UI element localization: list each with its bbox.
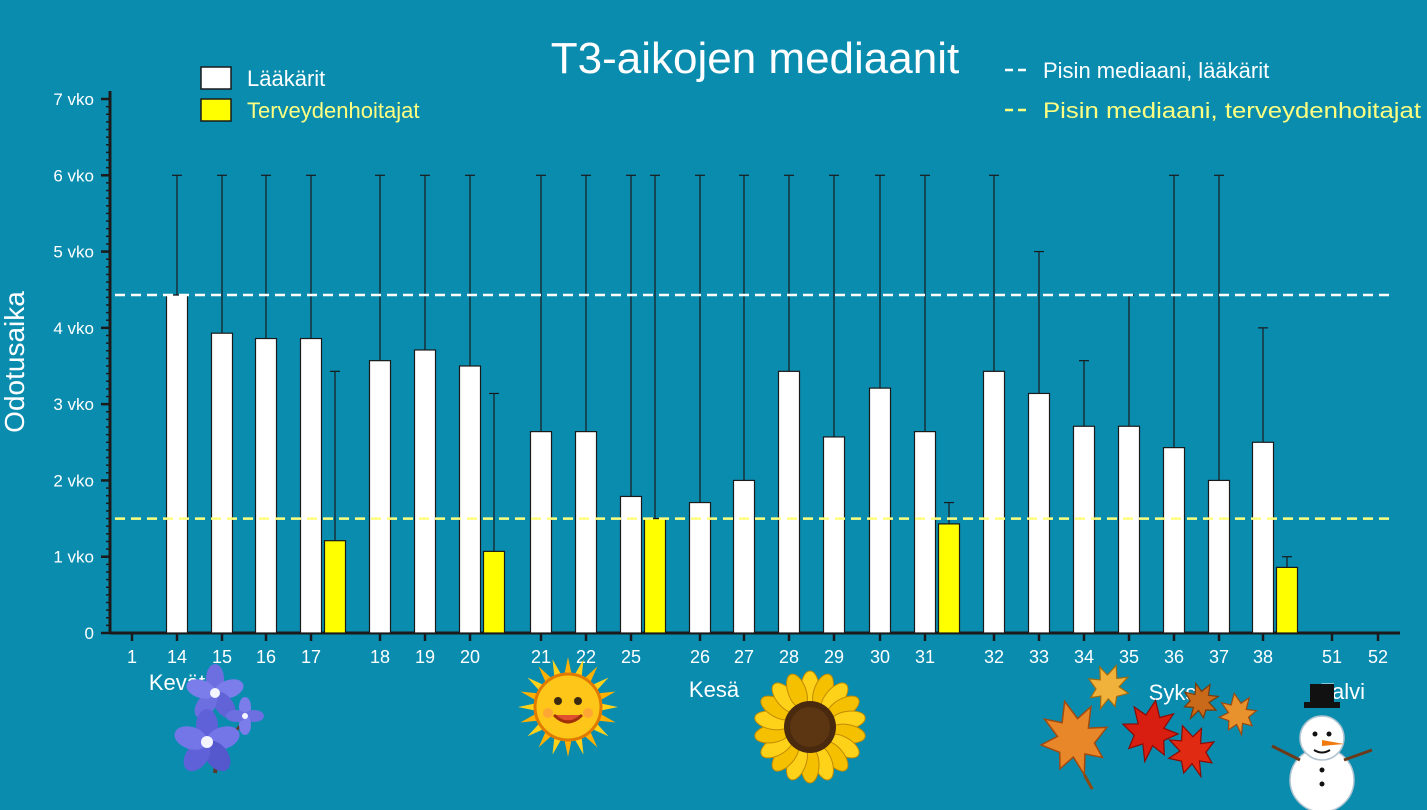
- y-tick-label: 2 vko: [53, 471, 94, 490]
- legend: Lääkärit Terveydenhoitajat: [200, 66, 419, 123]
- bar-doctors-week-37: [1207, 479, 1231, 634]
- bar-doctors-week-33: [1027, 392, 1051, 634]
- legend-swatch-nurses: [200, 98, 232, 122]
- axis-ticks: 0 1 vko 2 vko 3 vko 4 vko 5 vko 6 vko 7 vko 1 14 1…: [53, 90, 1388, 667]
- x-tick-label: 36: [1164, 647, 1184, 667]
- reference-legend-label-nurses: Pisin mediaani, terveydenhoitajat: [1043, 98, 1421, 123]
- x-tick-label: 29: [824, 647, 844, 667]
- x-tick-label: 32: [984, 647, 1004, 667]
- bar-nurses-week-20: [482, 550, 506, 634]
- x-tick-label: 19: [415, 647, 435, 667]
- sunflower-icon: [754, 670, 866, 784]
- x-tick-label: 37: [1209, 647, 1229, 667]
- x-tick-label: 15: [212, 647, 232, 667]
- snowman-icon: [1271, 684, 1373, 810]
- bar-doctors-week-38: [1251, 441, 1275, 634]
- x-tick-label: 31: [915, 647, 935, 667]
- bar-doctors-week-20: [458, 365, 482, 634]
- bar-nurses-week-25: [643, 517, 667, 634]
- bar-doctors-week-29: [822, 436, 846, 634]
- x-tick-label: 17: [301, 647, 321, 667]
- hepatica-flower-icon: [174, 664, 264, 774]
- x-tick-label: 22: [576, 647, 596, 667]
- bar-doctors-week-22: [574, 431, 598, 634]
- reference-legend: Pisin mediaani, lääkärit Pisin mediaani,…: [1005, 58, 1421, 123]
- legend-label-nurses: Terveydenhoitajat: [247, 98, 419, 123]
- sun-ray: [552, 659, 562, 678]
- x-tick-label: 35: [1119, 647, 1139, 667]
- x-tick-label: 33: [1029, 647, 1049, 667]
- y-tick-label: 6 vko: [53, 166, 94, 185]
- autumn-leaves-icon: [1039, 663, 1259, 790]
- x-tick-label: 52: [1368, 647, 1388, 667]
- bar-doctors-week-17: [299, 337, 323, 634]
- bar-doctors-week-36: [1162, 447, 1186, 634]
- x-tick-label: 18: [370, 647, 390, 667]
- bar-nurses-week-31: [937, 523, 961, 634]
- bar-doctors-week-14: [165, 294, 189, 634]
- sun-ray: [552, 736, 562, 755]
- legend-swatch-doctors: [200, 66, 232, 90]
- y-tick-label: 0: [85, 624, 94, 643]
- bar-doctors-week-15: [210, 332, 234, 634]
- sun-ray: [574, 659, 584, 678]
- y-axis-label: Odotusaika: [0, 291, 30, 433]
- season-labels: Kevät Kesä Syksy Talvi: [149, 670, 1365, 705]
- x-tick-label: 27: [734, 647, 754, 667]
- sun-ray: [564, 738, 572, 757]
- legend-label-doctors: Lääkärit: [247, 66, 325, 91]
- smiling-sun-icon: [518, 657, 618, 757]
- bar-doctors-week-30: [868, 387, 892, 634]
- bar-nurses-week-38: [1275, 566, 1299, 634]
- bar-doctors-week-34: [1072, 425, 1096, 634]
- sun-ray: [520, 713, 539, 723]
- reference-legend-label-doctors: Pisin mediaani, lääkärit: [1043, 58, 1269, 83]
- chart-title: T3-aikojen mediaanit: [551, 34, 959, 83]
- x-tick-label: 14: [167, 647, 187, 667]
- y-tick-label: 4 vko: [53, 319, 94, 338]
- x-tick-label: 28: [779, 647, 799, 667]
- x-tick-label: 21: [531, 647, 551, 667]
- x-tick-label: 34: [1074, 647, 1094, 667]
- sun-ray: [597, 691, 616, 701]
- y-tick-label: 7 vko: [53, 90, 94, 109]
- y-tick-label: 1 vko: [53, 548, 94, 567]
- x-tick-label: 16: [256, 647, 276, 667]
- x-tick-label: 26: [690, 647, 710, 667]
- bar-doctors-week-31: [913, 431, 937, 634]
- sun-ray: [564, 657, 572, 676]
- plot-area: [108, 91, 1400, 635]
- bar-doctors-week-25: [619, 495, 643, 634]
- sun-ray: [574, 736, 584, 755]
- bar-doctors-week-19: [413, 349, 437, 634]
- bar-doctors-week-26: [688, 501, 712, 634]
- bar-doctors-week-21: [529, 431, 553, 634]
- y-tick-label: 3 vko: [53, 395, 94, 414]
- bar-doctors-week-35: [1117, 425, 1141, 634]
- sun-ray: [518, 703, 537, 711]
- sun-ray: [597, 713, 616, 723]
- y-tick-label: 5 vko: [53, 243, 94, 262]
- sun-ray: [520, 691, 539, 701]
- bar-doctors-week-18: [368, 360, 392, 634]
- season-label-kesä: Kesä: [689, 677, 740, 702]
- x-tick-label: 25: [621, 647, 641, 667]
- x-tick-label: 30: [870, 647, 890, 667]
- x-tick-label: 51: [1322, 647, 1342, 667]
- x-tick-label: 38: [1253, 647, 1273, 667]
- x-tick-label: 1: [127, 647, 137, 667]
- x-tick-label: 20: [460, 647, 480, 667]
- bar-nurses-week-17: [323, 540, 347, 634]
- bar-doctors-week-28: [777, 370, 801, 634]
- bar-doctors-week-27: [732, 479, 756, 634]
- bar-doctors-week-16: [254, 337, 278, 634]
- sun-ray: [599, 703, 618, 711]
- bar-doctors-week-32: [982, 370, 1006, 634]
